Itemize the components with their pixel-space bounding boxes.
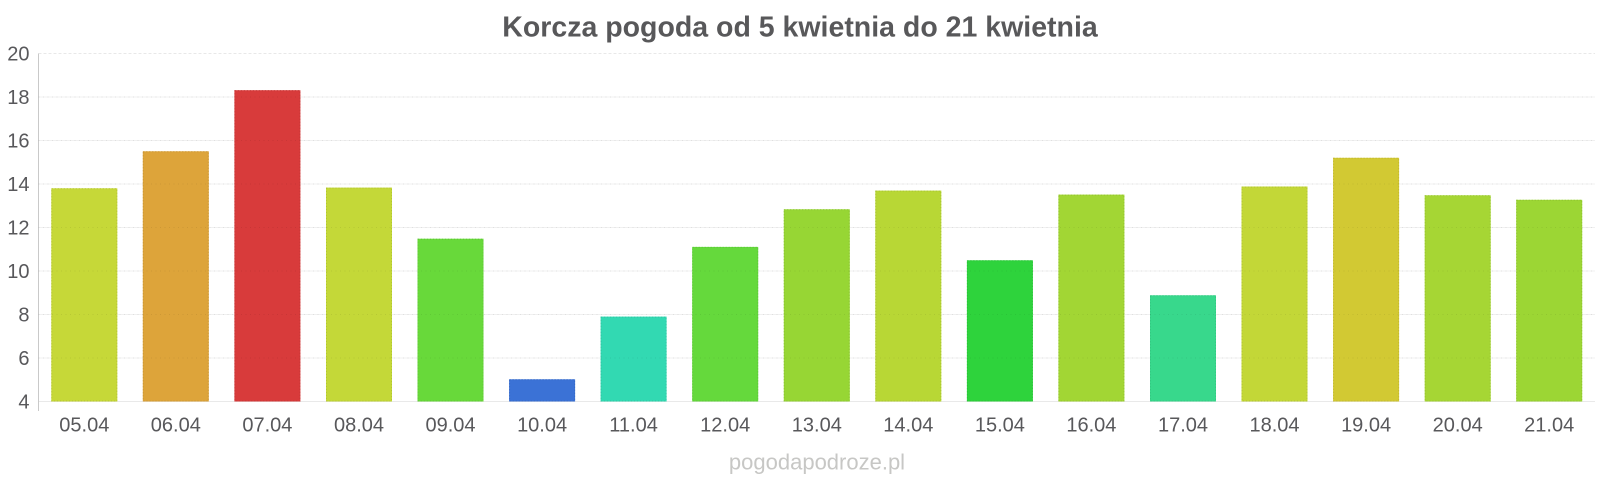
svg-text:18.04: 18.04 bbox=[1249, 415, 1299, 437]
svg-text:11.04: 11.04 bbox=[609, 415, 658, 437]
svg-text:Korcza pogoda od 5 kwietnia do: Korcza pogoda od 5 kwietnia do 21 kwietn… bbox=[502, 12, 1099, 44]
svg-text:10.04: 10.04 bbox=[517, 415, 567, 437]
svg-text:10: 10 bbox=[7, 261, 29, 283]
svg-text:pogodapodroze.pl: pogodapodroze.pl bbox=[729, 450, 905, 475]
svg-text:20.04: 20.04 bbox=[1433, 415, 1483, 437]
svg-text:20: 20 bbox=[7, 44, 29, 66]
svg-text:15.04: 15.04 bbox=[975, 415, 1025, 437]
svg-text:19.04: 19.04 bbox=[1341, 415, 1391, 437]
svg-text:14: 14 bbox=[7, 174, 29, 196]
svg-text:09.04: 09.04 bbox=[425, 415, 475, 437]
svg-text:6: 6 bbox=[18, 348, 29, 370]
svg-text:16: 16 bbox=[7, 131, 29, 153]
svg-text:06.04: 06.04 bbox=[151, 415, 201, 437]
svg-text:08.04: 08.04 bbox=[334, 415, 384, 437]
svg-text:18: 18 bbox=[7, 87, 29, 109]
svg-text:12: 12 bbox=[7, 218, 29, 240]
svg-text:07.04: 07.04 bbox=[242, 415, 292, 437]
svg-text:17.04: 17.04 bbox=[1158, 415, 1208, 437]
svg-text:8: 8 bbox=[18, 305, 29, 327]
svg-text:14.04: 14.04 bbox=[883, 415, 933, 437]
svg-text:05.04: 05.04 bbox=[59, 415, 109, 437]
svg-text:21.04: 21.04 bbox=[1524, 415, 1574, 437]
svg-text:13.04: 13.04 bbox=[792, 415, 842, 437]
svg-text:4: 4 bbox=[18, 392, 29, 414]
svg-text:16.04: 16.04 bbox=[1066, 415, 1116, 437]
svg-text:12.04: 12.04 bbox=[700, 415, 750, 437]
